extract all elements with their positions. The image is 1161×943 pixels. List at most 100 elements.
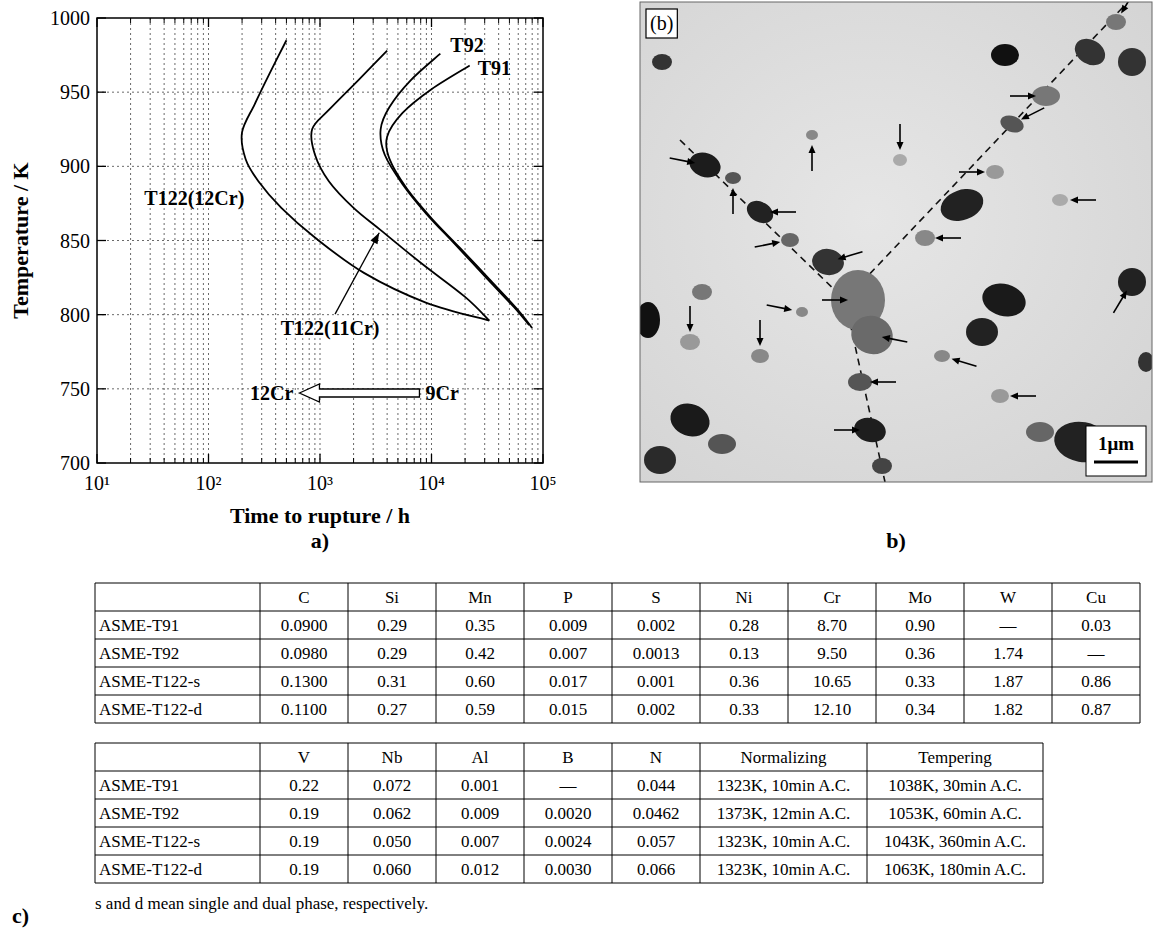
precipitate: [692, 284, 712, 300]
table-rule: [524, 583, 525, 723]
pointer-arrow-head: [870, 379, 878, 386]
x-minor-grid-line: [509, 18, 510, 463]
series-label: T122(12Cr): [144, 187, 244, 210]
x-minor-tick: [509, 18, 510, 23]
table-cell: 0.87: [1081, 700, 1111, 719]
row-head: ASME-T92: [99, 804, 179, 823]
table-cell: 0.072: [373, 776, 411, 795]
x-minor-grid-line: [150, 18, 151, 463]
table-cell: 0.13: [729, 644, 759, 663]
y-tick: [534, 17, 543, 18]
column-head: V: [298, 748, 311, 767]
series-label: T122(11Cr): [281, 317, 380, 340]
table-cell: 1323K, 10min A.C.: [717, 832, 851, 851]
table-cell: 0.03: [1081, 616, 1111, 635]
table-cell: 1.82: [993, 700, 1023, 719]
table-rule: [95, 583, 1140, 584]
x-tick-label: 10¹: [84, 472, 110, 494]
table-cell: 0.31: [377, 672, 407, 691]
x-minor-tick: [414, 458, 415, 463]
x-minor-tick: [130, 458, 131, 463]
table-cell: 0.29: [377, 644, 407, 663]
precipitate: [806, 130, 818, 140]
y-tick-label: 750: [60, 378, 90, 400]
precipitate: [680, 334, 700, 350]
panel-label: a): [311, 528, 329, 553]
pointer-arrow: [670, 158, 690, 162]
table-rule: [260, 743, 261, 883]
x-minor-tick: [183, 458, 184, 463]
x-minor-grid-line: [130, 18, 131, 463]
pointer-arrow: [732, 194, 734, 214]
pointer-arrow-head: [757, 338, 764, 346]
precipitate: [915, 230, 935, 246]
table-rule: [1052, 583, 1053, 723]
table-rule: [95, 723, 1140, 724]
table-cell: 0.36: [905, 644, 935, 663]
pointer-arrow: [755, 243, 775, 247]
pointer-arrow: [834, 429, 854, 431]
pointer-arrow: [843, 252, 862, 258]
pointer-arrow-head: [1021, 113, 1030, 120]
table-cell: 1373K, 12min A.C.: [717, 804, 851, 823]
table-cell: 0.90: [905, 616, 935, 635]
table-rule: [95, 667, 1140, 668]
pointer-arrow-head: [952, 358, 961, 365]
pointer-arrow-head: [809, 145, 816, 153]
y-tick-label: 1000: [50, 7, 90, 29]
table-cell: 0.42: [465, 644, 495, 663]
table-cell: 0.59: [465, 700, 495, 719]
precipitate: [893, 154, 907, 166]
table-rule: [436, 743, 437, 883]
x-minor-tick: [373, 18, 374, 23]
x-tick: [542, 454, 543, 463]
x-minor-tick: [242, 18, 243, 23]
table-cell: 1.87: [993, 672, 1023, 691]
column-head: Normalizing: [741, 748, 827, 767]
x-minor-tick: [420, 458, 421, 463]
table-cell: 0.057: [637, 832, 676, 851]
x-minor-tick: [353, 458, 354, 463]
column-head: P: [563, 588, 572, 607]
column-head: S: [651, 588, 660, 607]
table-cell: 0.001: [637, 672, 675, 691]
table-cell: 0.33: [729, 700, 759, 719]
ticks: [97, 18, 543, 463]
pointer-arrow: [1010, 95, 1030, 97]
table-cell: 0.009: [461, 804, 499, 823]
table-rule: [867, 743, 868, 883]
x-minor-tick: [484, 458, 485, 463]
x-minor-tick: [164, 458, 165, 463]
table-rule: [788, 583, 789, 723]
pointer-arrow-head: [730, 188, 737, 196]
table-cell: 12.10: [813, 700, 851, 719]
precipitate: [998, 112, 1026, 135]
pointer-arrow-head: [840, 297, 848, 304]
micrograph-background: [640, 2, 1152, 482]
x-minor-tick: [387, 18, 388, 23]
y-tick: [97, 17, 106, 18]
curve: [242, 40, 490, 320]
pointer-arrow: [811, 151, 813, 171]
x-minor-tick: [203, 18, 204, 23]
x-tick: [319, 454, 320, 463]
x-minor-grid-line: [525, 18, 526, 463]
table-cell: 8.70: [817, 616, 847, 635]
pointer-arrow-head: [935, 235, 943, 242]
x-minor-tick: [242, 458, 243, 463]
y-tick-label: 700: [60, 452, 90, 474]
column-head: Ni: [736, 588, 753, 607]
table-cell: 0.27: [377, 700, 407, 719]
x-minor-tick: [498, 18, 499, 23]
x-tick: [431, 18, 432, 27]
y-tick: [97, 166, 106, 167]
table-rule: [876, 583, 877, 723]
table-cell: 0.0020: [545, 804, 592, 823]
precipitate: [743, 196, 777, 227]
table-cell: 0.19: [289, 804, 319, 823]
table-cell: 1053K, 60min A.C.: [888, 804, 1022, 823]
x-minor-grid-line: [191, 18, 192, 463]
table-rule: [1043, 743, 1044, 883]
precipitate: [644, 446, 676, 474]
x-minor-tick: [197, 18, 198, 23]
